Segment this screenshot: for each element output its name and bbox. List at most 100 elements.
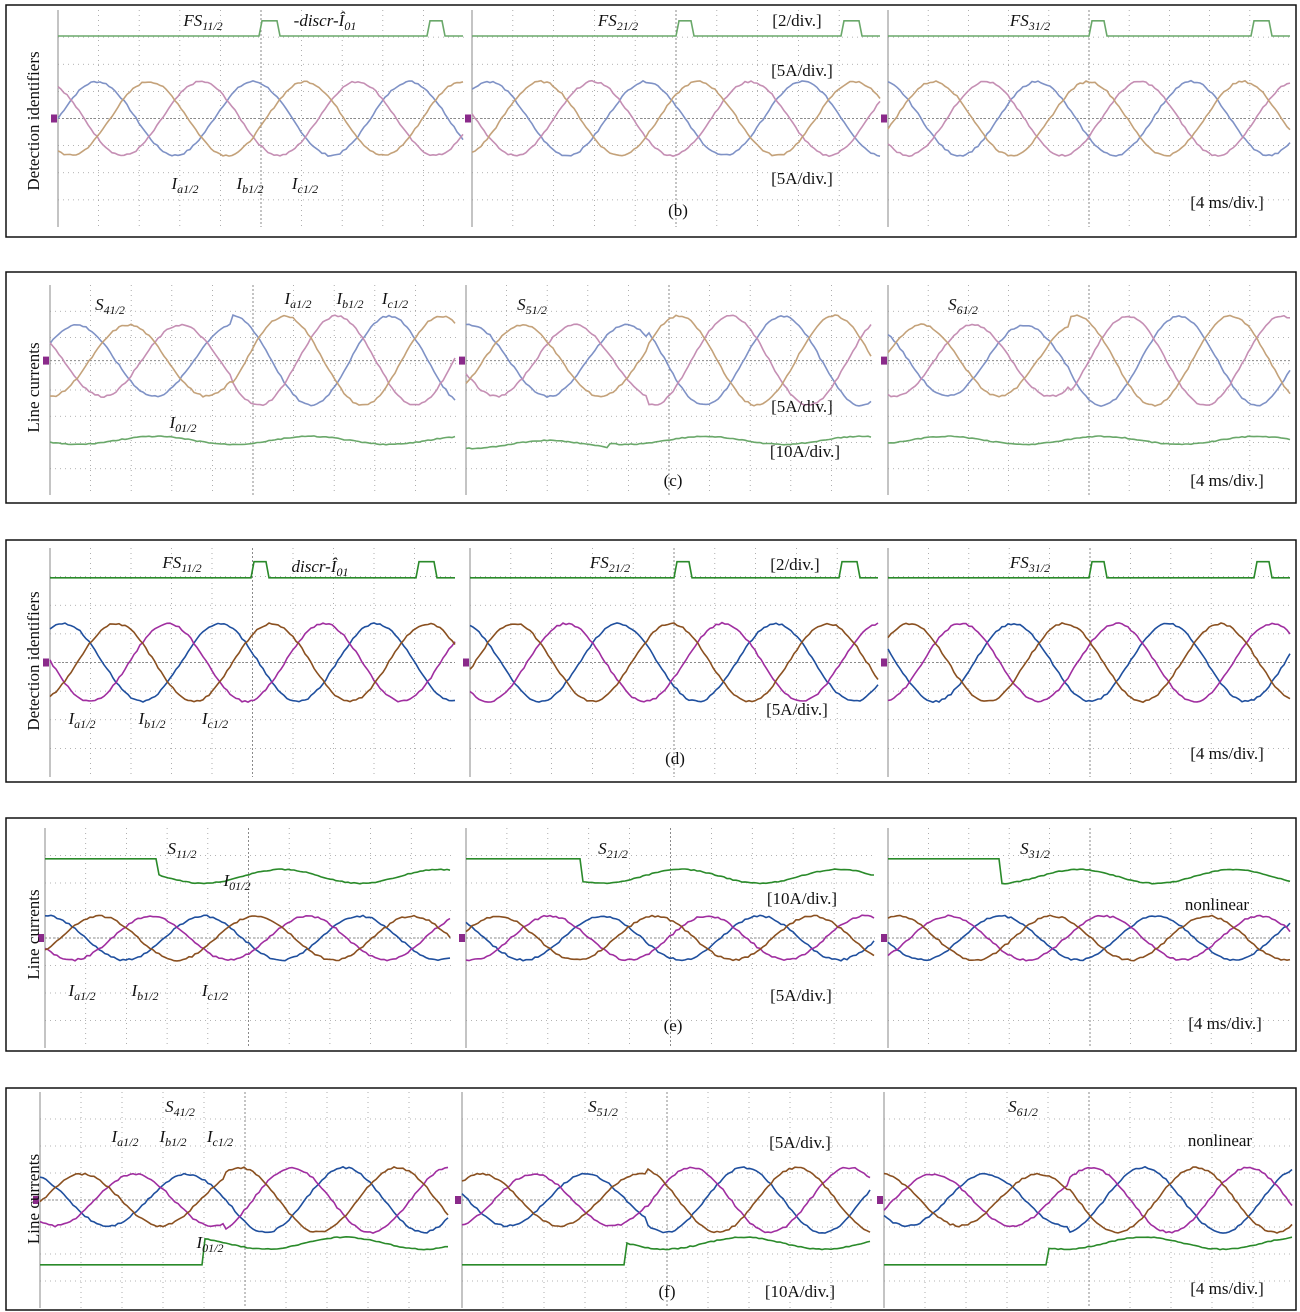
ground-marker — [465, 115, 471, 123]
side-label: Line currents — [24, 342, 43, 432]
label-subscript: 31/2 — [1028, 19, 1050, 33]
label-subscript: b1/2 — [144, 717, 165, 731]
annotation: [4 ms/div.] — [1190, 1279, 1264, 1298]
ground-marker — [881, 659, 887, 667]
label-subscript: 01 — [336, 565, 348, 579]
annotation: [2/div.] — [770, 555, 819, 574]
label-text: [5A/div.] — [766, 700, 828, 719]
label-subscript: 61/2 — [957, 303, 978, 317]
annotation: (e) — [664, 1016, 683, 1035]
label-subscript: c1/2 — [298, 182, 319, 196]
label-text: (c) — [664, 471, 683, 490]
label-text: [5A/div.] — [769, 1133, 831, 1152]
label-text: FS — [589, 553, 609, 572]
label-text: (e) — [664, 1016, 683, 1035]
label-text: [5A/div.] — [771, 169, 833, 188]
side-label: Line currents — [24, 1154, 43, 1244]
label-subscript: 41/2 — [104, 303, 125, 317]
label-subscript: 01/2 — [175, 421, 196, 435]
annotation: (c) — [664, 471, 683, 490]
label-subscript: 11/2 — [176, 847, 196, 861]
label-subscript: 31/2 — [1028, 847, 1050, 861]
annotation: [5A/div.] — [766, 700, 828, 719]
label-text: [2/div.] — [772, 11, 821, 30]
label-text: [4 ms/div.] — [1188, 1014, 1262, 1033]
label-subscript: 01/2 — [202, 1241, 223, 1255]
label-text: FS — [161, 553, 181, 572]
label-subscript: 41/2 — [174, 1105, 195, 1119]
side-label: Line currents — [24, 889, 43, 979]
label-text: [4 ms/div.] — [1190, 471, 1264, 490]
annotation: (d) — [665, 749, 685, 768]
label-subscript: a1/2 — [74, 989, 95, 1003]
label-text: FS — [1009, 11, 1029, 30]
annotation: [4 ms/div.] — [1190, 471, 1264, 490]
annotation: [4 ms/div.] — [1190, 744, 1264, 763]
label-text: FS — [597, 11, 617, 30]
annotation: [10A/div.] — [765, 1282, 835, 1301]
label-text: (b) — [668, 201, 688, 220]
ground-marker — [463, 659, 469, 667]
label-subscript: 51/2 — [526, 303, 547, 317]
label-text: [10A/div.] — [765, 1282, 835, 1301]
label-subscript: 11/2 — [202, 19, 222, 33]
panel-row: Line currentsS41/2Ia1/2Ib1/2Ic1/2S51/2S6… — [6, 272, 1296, 503]
label-subscript: a1/2 — [290, 297, 311, 311]
label-subscript: a1/2 — [177, 182, 198, 196]
label-subscript: b1/2 — [242, 182, 263, 196]
ground-marker — [43, 659, 49, 667]
label-text: nonlinear — [1188, 1131, 1253, 1150]
label-text: discr-Î — [292, 557, 338, 576]
ground-marker — [459, 357, 465, 365]
label-subscript: 21/2 — [607, 847, 628, 861]
row-frame — [6, 5, 1296, 237]
ground-marker — [455, 1196, 461, 1204]
figure: Detection identifiersFS11/2-discr-Î01FS2… — [0, 0, 1300, 1312]
annotation: [5A/div.] — [771, 61, 833, 80]
label-text: [10A/div.] — [767, 889, 837, 908]
label-subscript: c1/2 — [213, 1135, 234, 1149]
annotation: [4 ms/div.] — [1190, 193, 1264, 212]
label-subscript: 51/2 — [597, 1105, 618, 1119]
label-subscript: 11/2 — [181, 561, 201, 575]
label-subscript: 01 — [344, 19, 356, 33]
row-frame — [6, 1088, 1296, 1310]
label-subscript: c1/2 — [388, 297, 409, 311]
label-subscript: b1/2 — [137, 989, 158, 1003]
ground-marker — [881, 357, 887, 365]
label-text: (d) — [665, 749, 685, 768]
label-subscript: c1/2 — [208, 717, 229, 731]
label-subscript: a1/2 — [74, 717, 95, 731]
annotation: [5A/div.] — [770, 986, 832, 1005]
ground-marker — [877, 1196, 883, 1204]
label-subscript: b1/2 — [342, 297, 363, 311]
ground-marker — [881, 934, 887, 942]
label-subscript: 21/2 — [609, 561, 630, 575]
annotation: [10A/div.] — [767, 889, 837, 908]
label-subscript: 31/2 — [1028, 561, 1050, 575]
ground-marker — [51, 115, 57, 123]
row-frame — [6, 818, 1296, 1051]
label-subscript: a1/2 — [117, 1135, 138, 1149]
side-label: Detection identifiers — [24, 591, 43, 730]
label-text: [4 ms/div.] — [1190, 744, 1264, 763]
ground-marker — [459, 934, 465, 942]
annotation: [4 ms/div.] — [1188, 1014, 1262, 1033]
label-text: -discr-Î — [294, 11, 346, 30]
label-text: [4 ms/div.] — [1190, 193, 1264, 212]
label-text: [5A/div.] — [771, 397, 833, 416]
label-text: [2/div.] — [770, 555, 819, 574]
label-subscript: 01/2 — [229, 879, 250, 893]
label-text: FS — [1009, 553, 1029, 572]
ground-marker — [43, 357, 49, 365]
panel-row: Detection identifiersFS11/2-discr-Î01FS2… — [6, 5, 1296, 237]
label-text: nonlinear — [1185, 895, 1250, 914]
annotation: [5A/div.] — [769, 1133, 831, 1152]
label-text: [5A/div.] — [770, 986, 832, 1005]
label-text: [5A/div.] — [771, 61, 833, 80]
annotation: [5A/div.] — [771, 397, 833, 416]
label-text: [10A/div.] — [770, 442, 840, 461]
